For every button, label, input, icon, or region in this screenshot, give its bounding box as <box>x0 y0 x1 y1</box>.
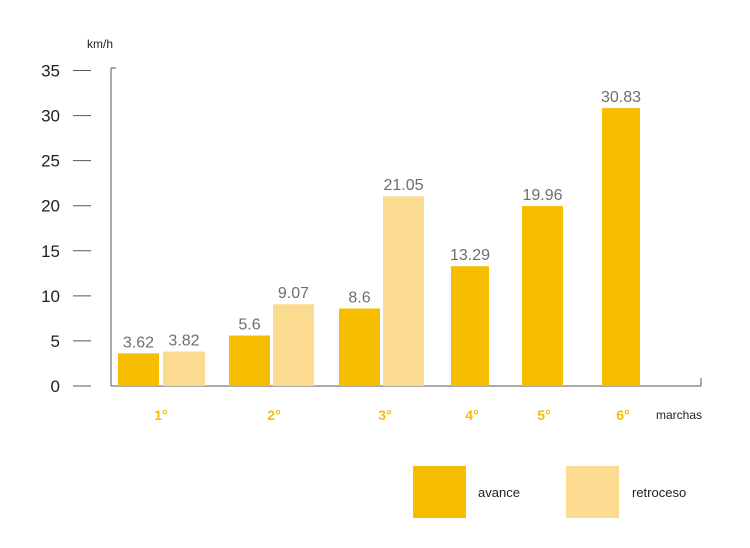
y-tick-label: 30 <box>41 107 60 126</box>
data-label-retroceso: 3.82 <box>168 333 199 350</box>
bar-avance <box>522 206 563 386</box>
bar-retroceso <box>273 304 314 386</box>
category-labels: 1° 2° 3° 4° 5° 6° <box>154 407 629 423</box>
data-label-avance: 8.6 <box>348 289 370 306</box>
legend-swatch-avance <box>413 466 466 518</box>
data-label-retroceso: 9.07 <box>278 285 309 302</box>
legend: avance retroceso <box>413 466 686 518</box>
y-tick-label: 20 <box>41 197 60 216</box>
bar-avance <box>118 353 159 386</box>
data-label-retroceso: 21.05 <box>383 177 423 194</box>
category-label: 2° <box>267 407 280 423</box>
bar-group: 3.62 3.82 5.6 9.07 8.6 21.05 13.29 19.96 30.83 <box>118 89 641 386</box>
bar-retroceso <box>163 351 205 386</box>
y-tick-label: 5 <box>51 332 60 351</box>
x-axis-title: marchas <box>656 408 702 422</box>
data-label-avance: 30.83 <box>601 89 641 106</box>
category-label: 3° <box>378 407 391 423</box>
data-label-avance: 3.62 <box>123 334 154 351</box>
legend-label-avance: avance <box>478 485 520 500</box>
data-label-avance: 19.96 <box>522 187 562 204</box>
legend-label-retroceso: retroceso <box>632 485 686 500</box>
y-tick-label: 0 <box>51 377 60 396</box>
y-tick-label: 10 <box>41 287 60 306</box>
bar-retroceso <box>383 196 424 386</box>
y-axis-unit-label: km/h <box>87 37 113 51</box>
data-label-avance: 13.29 <box>450 247 490 264</box>
y-tick-label: 15 <box>41 242 60 261</box>
y-tick-label: 35 <box>41 62 60 81</box>
legend-swatch-retroceso <box>566 466 619 518</box>
bar-avance <box>339 308 380 386</box>
y-tick-label: 25 <box>41 152 60 171</box>
bar-avance <box>451 266 489 386</box>
category-label: 5° <box>537 407 550 423</box>
y-axis-ticks: 0 5 10 15 20 25 30 35 <box>41 62 91 396</box>
category-label: 6° <box>616 407 629 423</box>
data-label-avance: 5.6 <box>238 317 260 334</box>
bar-avance <box>229 335 270 386</box>
category-label: 4° <box>465 407 478 423</box>
bar-avance <box>602 108 640 386</box>
category-label: 1° <box>154 407 167 423</box>
